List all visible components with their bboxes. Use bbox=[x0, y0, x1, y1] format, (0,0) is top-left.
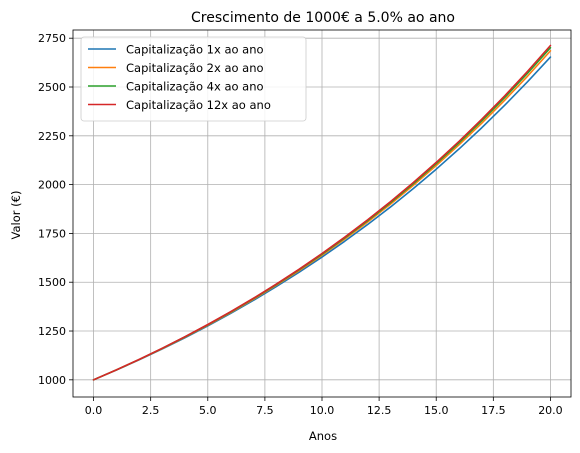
chart-title: Crescimento de 1000€ a 5.0% ao ano bbox=[191, 10, 455, 26]
y-axis-label: Valor (€) bbox=[9, 191, 23, 240]
y-tick-label: 2500 bbox=[38, 81, 66, 94]
x-tick-label: 0.0 bbox=[85, 404, 103, 417]
x-axis-label: Anos bbox=[309, 429, 337, 443]
y-axis-ticks: 1000 1250 1500 1750 2000 2250 2500 2750 bbox=[38, 32, 73, 387]
series-lines bbox=[92, 44, 552, 381]
y-tick-label: 1500 bbox=[38, 276, 66, 289]
legend-label-2: Capitalização 2x ao ano bbox=[126, 61, 264, 75]
x-tick-label: 5.0 bbox=[199, 404, 217, 417]
y-tick-label: 1250 bbox=[38, 325, 66, 338]
legend-label-3: Capitalização 4x ao ano bbox=[126, 80, 264, 94]
x-tick-label: 12.5 bbox=[367, 404, 392, 417]
legend: Capitalização 1x ao ano Capitalização 2x … bbox=[80, 36, 307, 122]
x-tick-label: 17.5 bbox=[481, 404, 506, 417]
x-tick-label: 10.0 bbox=[310, 404, 335, 417]
y-tick-label: 2750 bbox=[38, 32, 66, 45]
legend-label-4: Capitalização 12x ao ano bbox=[126, 98, 271, 112]
x-axis-ticks: 0.0 2.5 5.0 7.5 10.0 12.5 15.0 17.5 20.0 bbox=[85, 397, 563, 417]
y-tick-label: 2250 bbox=[38, 130, 66, 143]
x-tick-label: 15.0 bbox=[424, 404, 449, 417]
y-tick-label: 1000 bbox=[38, 374, 66, 387]
x-tick-label: 2.5 bbox=[142, 404, 160, 417]
series-line-4 bbox=[92, 44, 552, 381]
x-tick-label: 7.5 bbox=[256, 404, 274, 417]
y-tick-label: 2000 bbox=[38, 179, 66, 192]
x-tick-label: 20.0 bbox=[538, 404, 563, 417]
legend-box bbox=[80, 36, 307, 122]
legend-label-1: Capitalização 1x ao ano bbox=[126, 43, 264, 57]
y-tick-label: 1750 bbox=[38, 227, 66, 240]
